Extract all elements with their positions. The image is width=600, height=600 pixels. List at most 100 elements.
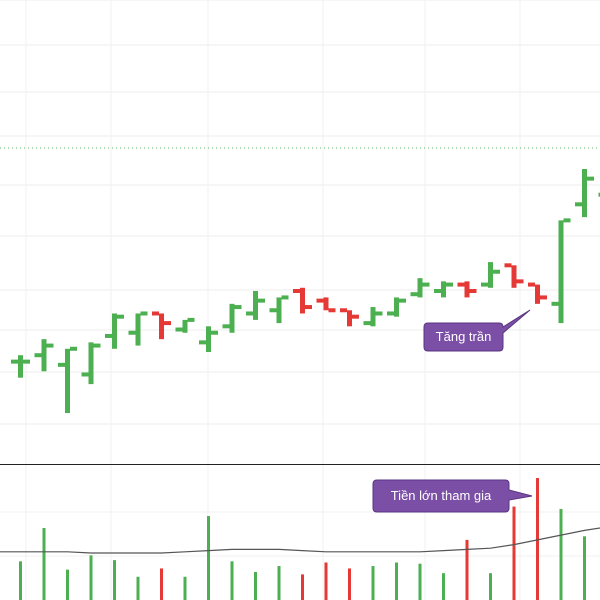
ohlc-close-tick xyxy=(305,305,312,310)
ohlc-open-tick xyxy=(293,289,300,293)
ohlc-bar-up xyxy=(575,169,594,218)
ohlc-close-tick xyxy=(563,218,571,223)
ohlc-high-low xyxy=(135,313,141,346)
ohlc-high-low xyxy=(558,220,564,324)
volume-bar-up xyxy=(183,576,187,600)
ohlc-close-tick xyxy=(187,317,195,322)
volume-bar-up xyxy=(254,572,257,600)
ohlc-close-tick xyxy=(164,321,171,326)
ohlc-high-low xyxy=(229,303,235,333)
ohlc-close-tick xyxy=(540,295,547,300)
ohlc-close-tick xyxy=(399,298,406,303)
ohlc-bar-up xyxy=(481,262,500,288)
ohlc-high-low xyxy=(511,265,517,288)
volume-moving-average-line xyxy=(0,524,600,554)
ohlc-bar-up xyxy=(199,326,218,352)
ohlc-close-tick xyxy=(211,330,218,335)
ohlc-close-tick xyxy=(493,269,500,274)
ohlc-open-tick xyxy=(128,330,136,335)
ohlc-high-low xyxy=(65,348,70,413)
volume-bar-down xyxy=(512,506,516,600)
ohlc-high-low xyxy=(41,339,47,372)
volume-bar-up xyxy=(66,569,69,600)
ohlc-close-tick xyxy=(258,298,265,303)
ohlc-open-tick xyxy=(34,353,42,358)
ohlc-close-tick xyxy=(422,282,430,287)
ohlc-open-tick xyxy=(316,298,324,303)
ohlc-close-tick xyxy=(234,305,242,310)
ohlc-high-low xyxy=(347,310,352,327)
ohlc-open-tick xyxy=(105,333,112,338)
volume-bar-up xyxy=(395,562,398,600)
ohlc-open-tick xyxy=(481,282,488,287)
ohlc-high-low xyxy=(441,281,446,298)
ohlc-high-low xyxy=(417,278,423,298)
ohlc-open-tick xyxy=(246,311,253,316)
ohlc-bar-up xyxy=(269,295,289,324)
ohlc-close-tick xyxy=(375,311,383,316)
ohlc-high-low xyxy=(88,342,94,385)
ohlc-close-tick xyxy=(328,308,336,313)
volume-bar-down xyxy=(348,568,351,600)
ohlc-open-tick xyxy=(528,282,535,287)
ohlc-bar-down xyxy=(152,311,171,340)
ohlc-close-tick xyxy=(446,282,453,287)
ohlc-high-low xyxy=(276,297,282,324)
ohlc-close-tick xyxy=(140,311,148,316)
ohlc-open-tick xyxy=(387,311,394,316)
ohlc-high-low xyxy=(464,281,470,298)
ohlc-high-low xyxy=(206,326,211,352)
volume-bar-up xyxy=(418,563,422,600)
ohlc-high-low xyxy=(182,319,188,333)
price-panel xyxy=(11,169,600,413)
ohlc-bar-up xyxy=(128,311,148,346)
ohlc-open-tick xyxy=(457,282,465,287)
volume-bar-up xyxy=(489,573,492,600)
volume-callout-label: Tiền lớn tham gia xyxy=(391,488,492,503)
volume-bar-down xyxy=(465,539,469,600)
ohlc-close-tick xyxy=(587,176,594,181)
volume-bar-up xyxy=(113,560,116,600)
volume-bar-up xyxy=(136,576,140,600)
ohlc-high-low xyxy=(253,291,258,320)
price-callout: Tăng trần xyxy=(423,309,531,352)
ohlc-bar-up xyxy=(246,291,265,320)
ohlc-open-tick xyxy=(11,359,18,364)
volume-panel xyxy=(19,478,586,600)
ohlc-open-tick xyxy=(152,311,159,316)
ohlc-open-tick xyxy=(81,372,89,377)
ohlc-bar-up xyxy=(11,355,30,378)
ohlc-bar-up xyxy=(58,346,77,413)
ohlc-high-low xyxy=(394,297,399,317)
ohlc-high-low xyxy=(582,169,587,218)
ohlc-close-tick xyxy=(23,359,30,364)
ohlc-open-tick xyxy=(222,324,230,329)
ohlc-close-tick xyxy=(70,346,77,351)
ohlc-bar-up xyxy=(434,281,453,298)
price-callout-box xyxy=(423,309,531,352)
ohlc-bar-down xyxy=(293,287,312,314)
ohlc-bar-down xyxy=(504,263,524,288)
ohlc-close-tick xyxy=(117,314,124,319)
ohlc-high-low xyxy=(323,297,329,311)
volume-bar-up xyxy=(583,536,586,600)
volume-bar-up xyxy=(42,527,46,600)
ohlc-bar-up xyxy=(222,303,242,333)
ohlc-open-tick xyxy=(598,192,600,197)
ohlc-open-tick xyxy=(551,301,559,306)
volume-bar-down xyxy=(536,478,539,600)
ohlc-open-tick xyxy=(410,292,418,297)
volume-bar-down xyxy=(301,574,304,600)
ohlc-open-tick xyxy=(58,362,65,367)
ohlc-open-tick xyxy=(504,263,512,268)
ohlc-open-tick xyxy=(175,327,183,332)
volume-bar-down xyxy=(160,568,163,600)
ohlc-high-low xyxy=(300,287,305,314)
volume-callout-box xyxy=(372,479,533,513)
ohlc-bar-down xyxy=(528,282,547,304)
volume-bar-up xyxy=(559,508,563,600)
ohlc-bar-down xyxy=(316,297,336,313)
ohlc-high-low xyxy=(112,313,117,349)
ohlc-bar-up xyxy=(105,313,124,349)
